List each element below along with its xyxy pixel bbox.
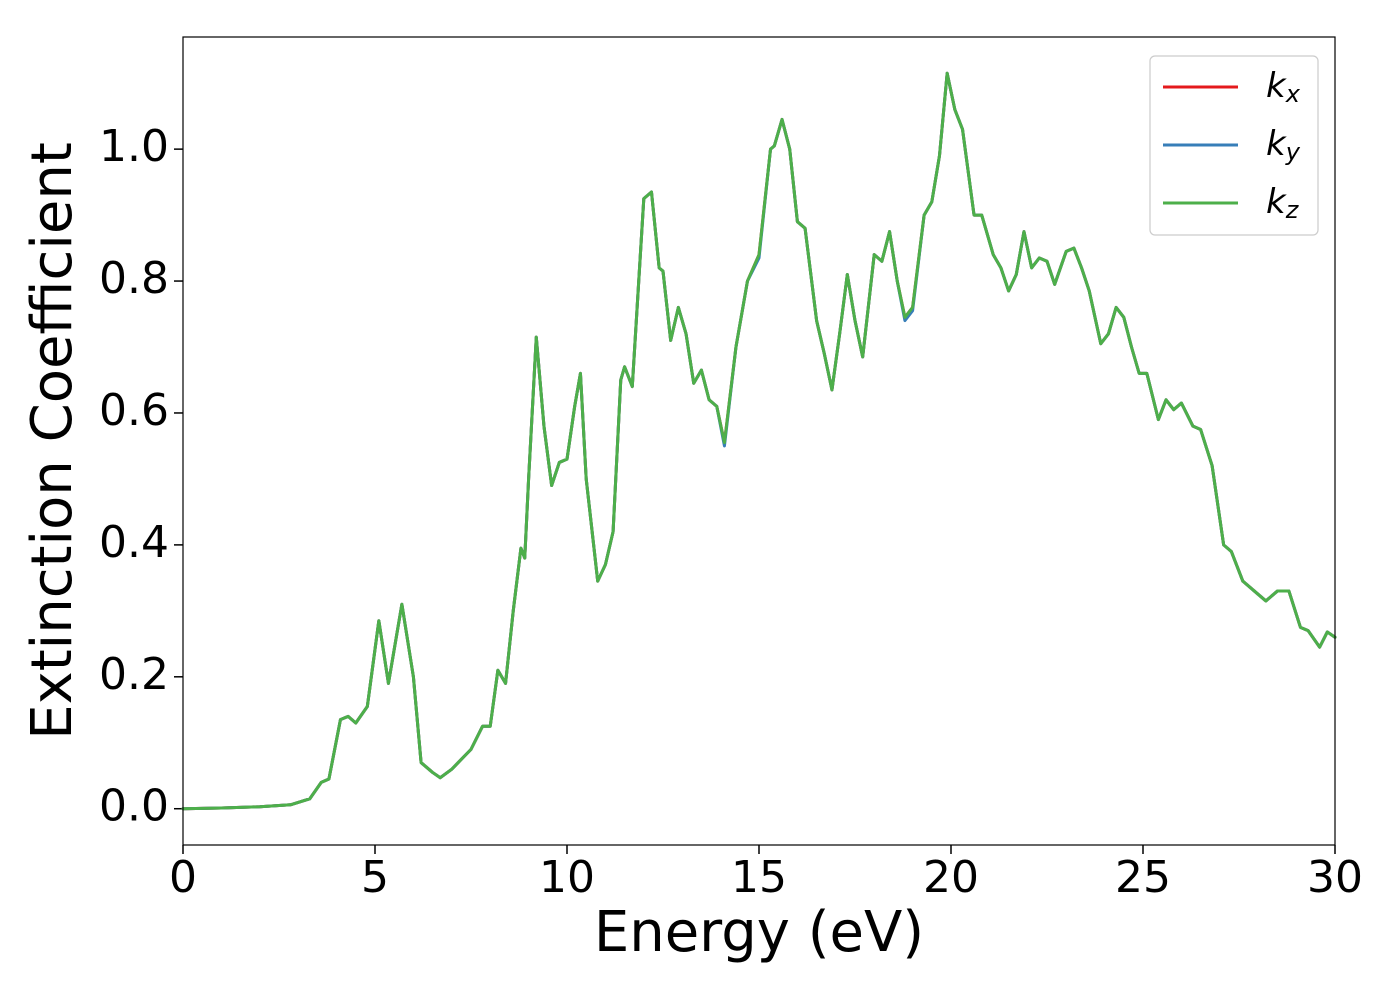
- y-axis-label: Extinction Coefficient: [20, 142, 85, 740]
- y-tick-label: 0.8: [99, 253, 169, 304]
- y-tick-label: 0.0: [99, 781, 169, 832]
- x-tick-label: 15: [731, 852, 787, 903]
- series-line: [181, 71, 1337, 811]
- legend-label: kx: [1266, 66, 1301, 109]
- x-tick-label: 0: [169, 852, 197, 903]
- plot-frame: [182, 36, 1336, 846]
- x-axis-label: Energy (eV): [594, 900, 924, 965]
- x-tick-label: 5: [361, 852, 389, 903]
- legend-label: ky: [1266, 124, 1301, 167]
- x-tick-label: 25: [1115, 852, 1171, 903]
- y-tick-label: 0.6: [99, 385, 169, 436]
- legend: kx ky kz: [1149, 55, 1319, 236]
- x-tick-label: 10: [539, 852, 595, 903]
- x-tick-label: 20: [923, 852, 979, 903]
- x-tick-label: 30: [1307, 852, 1363, 903]
- legend-label: kz: [1266, 182, 1300, 225]
- y-tick-label: 1.0: [99, 121, 169, 172]
- y-tick-label: 0.4: [99, 517, 169, 568]
- y-tick-label: 0.2: [99, 649, 169, 700]
